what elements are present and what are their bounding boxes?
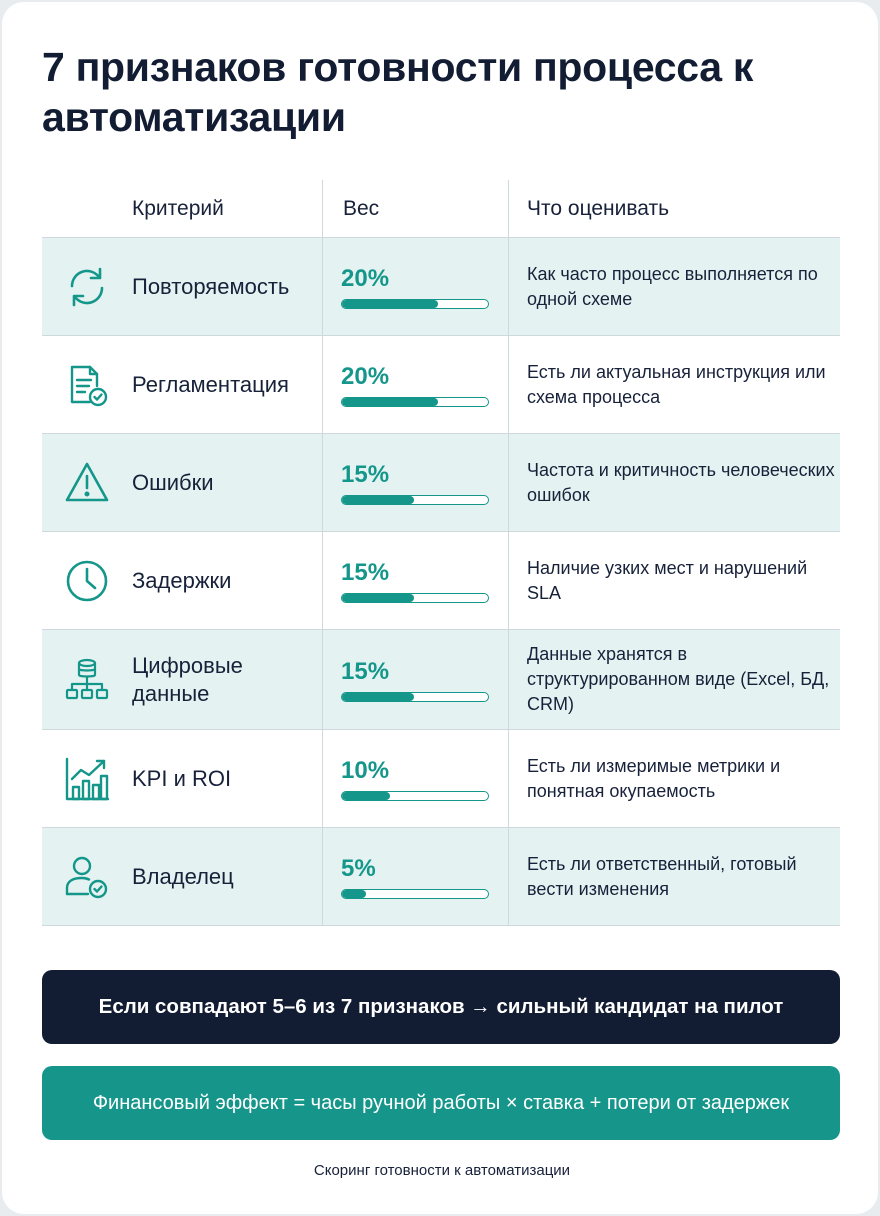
weight-bar-fill [342, 889, 367, 898]
header-criterion: Критерий [132, 196, 224, 220]
weight-bar [341, 691, 489, 702]
warning-icon [64, 460, 110, 506]
criterion-description: Есть ли измеримые метрики и понятная оку… [527, 755, 781, 801]
table-header: Критерий Вес Что оценивать [42, 180, 840, 238]
criterion-description: Наличие узких мест и нарушений SLA [527, 557, 808, 603]
weight-bar [341, 888, 489, 899]
table-row: Регламентация 20% Есть ли актуальная инс… [42, 336, 840, 434]
table-row: Владелец 5% Есть ли ответственный, готов… [42, 828, 840, 926]
weight-bar [341, 790, 489, 801]
criterion-description: Есть ли актуальная инструкция или схема … [527, 361, 826, 407]
clock-icon [64, 558, 110, 604]
criterion-description: Есть ли ответственный, готовый вести изм… [527, 853, 797, 899]
weight-value: 15% [341, 460, 390, 488]
table-row: Ошибки 15% Частота и критичность человеч… [42, 434, 840, 532]
weight-bar-fill [342, 397, 439, 406]
candidate-banner: Если совпадают 5–6 из 7 признаков → силь… [42, 970, 840, 1044]
weight-value: 15% [341, 657, 390, 685]
criterion-label: Владелец [132, 863, 234, 889]
criterion-description: Данные хранятся в структурированном виде… [527, 644, 830, 714]
user-check-icon [64, 854, 110, 900]
table-row: Цифровые данные 15% Данные хранятся в ст… [42, 630, 840, 730]
repeat-icon [64, 264, 110, 310]
weight-bar [341, 592, 489, 603]
weight-bar-fill [342, 791, 391, 800]
page-title: 7 признаков готовности процесса к автома… [42, 44, 754, 140]
weight-value: 10% [341, 756, 390, 784]
weight-bar-fill [342, 593, 415, 602]
criteria-table: Критерий Вес Что оценивать Повторяемость… [42, 180, 840, 926]
criterion-label: Задержки [132, 567, 232, 593]
header-weight: Вес [322, 180, 508, 237]
weight-bar [341, 298, 489, 309]
weight-value: 5% [341, 854, 376, 882]
weight-bar-fill [342, 495, 415, 504]
growth-chart-icon [64, 756, 110, 802]
criterion-label: Повторяемость [132, 273, 290, 299]
criterion-label: Ошибки [132, 469, 214, 495]
caption: Скоринг готовности к автоматизации [313, 1162, 571, 1179]
table-row: Задержки 15% Наличие узких мест и наруше… [42, 532, 840, 630]
table-row: Повторяемость 20% Как часто процесс выпо… [42, 238, 840, 336]
criterion-description: Как часто процесс выполняется по одной с… [527, 263, 818, 309]
formula-banner: Финансовый эффект = часы ручной работы ×… [42, 1066, 840, 1140]
weight-bar-fill [342, 299, 439, 308]
weight-value: 20% [341, 264, 390, 292]
weight-value: 20% [341, 362, 390, 390]
database-network-icon [64, 657, 110, 703]
weight-bar-fill [342, 692, 415, 701]
table-row: KPI и ROI 10% Есть ли измеримые метрики … [42, 730, 840, 828]
criterion-description: Частота и критичность человеческих ошибо… [527, 459, 835, 505]
criterion-label: Регламентация [132, 371, 289, 397]
header-evaluate: Что оценивать [508, 180, 840, 237]
document-check-icon [64, 362, 110, 408]
weight-value: 15% [341, 558, 390, 586]
weight-bar [341, 396, 489, 407]
weight-bar [341, 494, 489, 505]
criterion-label: KPI и ROI [132, 765, 232, 791]
criterion-label: Цифровые данные [132, 652, 243, 706]
